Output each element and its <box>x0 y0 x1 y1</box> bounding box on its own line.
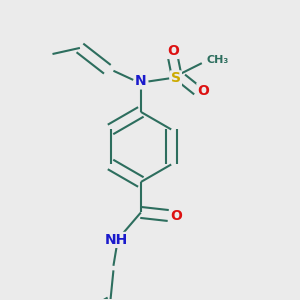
Text: O: O <box>197 84 209 98</box>
Text: O: O <box>170 208 182 223</box>
Text: NH: NH <box>105 233 128 247</box>
Text: CH₃: CH₃ <box>206 55 229 65</box>
Text: S: S <box>171 71 181 85</box>
Text: N: N <box>135 74 147 88</box>
Text: O: O <box>167 44 179 58</box>
